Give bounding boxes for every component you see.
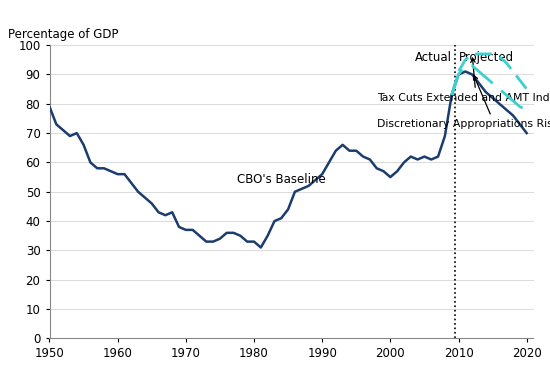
Text: Discretionary Appropriations Rise with GDP: Discretionary Appropriations Rise with G… xyxy=(377,75,550,129)
Text: Actual: Actual xyxy=(415,51,452,64)
Text: Tax Cuts Extended and AMT Indexed: Tax Cuts Extended and AMT Indexed xyxy=(377,58,550,103)
Text: Percentage of GDP: Percentage of GDP xyxy=(8,27,119,41)
Text: CBO's Baseline: CBO's Baseline xyxy=(237,173,326,186)
Text: Projected: Projected xyxy=(459,51,514,64)
